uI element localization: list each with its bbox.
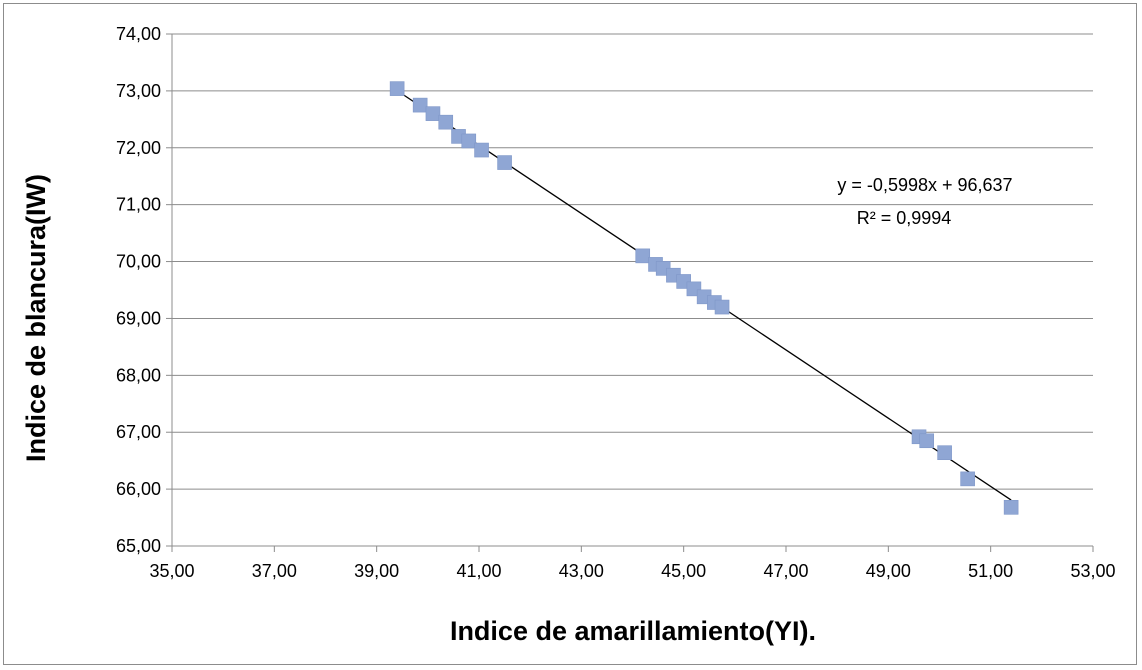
x-tick-label: 35,00 [149,561,194,581]
x-tick-label: 43,00 [559,561,604,581]
data-point [474,142,489,158]
gridlines [172,33,1093,547]
data-point [425,106,441,121]
data-point [497,155,512,170]
x-tick-label: 37,00 [252,561,297,581]
x-tick-label: 51,00 [968,561,1013,581]
data-point [937,445,952,461]
x-axis-title: Indice de amarillamiento(YI). [450,616,816,646]
y-axis-title: Indice de blancura(IW) [21,174,51,462]
chart-frame [3,3,1137,665]
x-tick-labels: 35,00 37,00 39,00 41,00 43,00 45,00 47,00 49,00… [149,561,1115,581]
y-tick-label: 70,00 [116,252,161,272]
y-tick-label: 73,00 [116,81,161,101]
x-tick-label: 45,00 [661,561,706,581]
data-point [635,248,651,264]
y-tick-label: 65,00 [116,536,161,556]
data-point [960,471,975,487]
y-tick-label: 66,00 [116,479,161,499]
y-tick-label: 69,00 [116,308,161,328]
trendline-equation: y = -0,5998x + 96,637 [837,175,1012,195]
data-point [438,114,454,130]
y-tick-label: 71,00 [116,195,161,215]
y-tick-label: 72,00 [116,138,161,158]
data-point [919,433,935,449]
x-tick-label: 49,00 [866,561,911,581]
x-tick-label: 53,00 [1070,561,1115,581]
y-tick-label: 74,00 [116,24,161,44]
y-tick-labels: 65,00 66,00 67,00 68,00 69,00 70,00 71,00 72,00… [116,24,161,556]
data-points [389,81,1019,515]
data-point [1003,500,1019,515]
data-point [389,81,405,96]
data-point [461,133,477,149]
x-tick-label: 41,00 [456,561,501,581]
trendline-r-squared: R² = 0,9994 [857,208,952,228]
x-tick-label: 39,00 [354,561,399,581]
y-tick-label: 67,00 [116,422,161,442]
axes [166,33,1094,552]
y-tick-label: 68,00 [116,365,161,385]
data-point [412,97,428,113]
x-tick-label: 47,00 [763,561,808,581]
data-point [714,299,730,315]
